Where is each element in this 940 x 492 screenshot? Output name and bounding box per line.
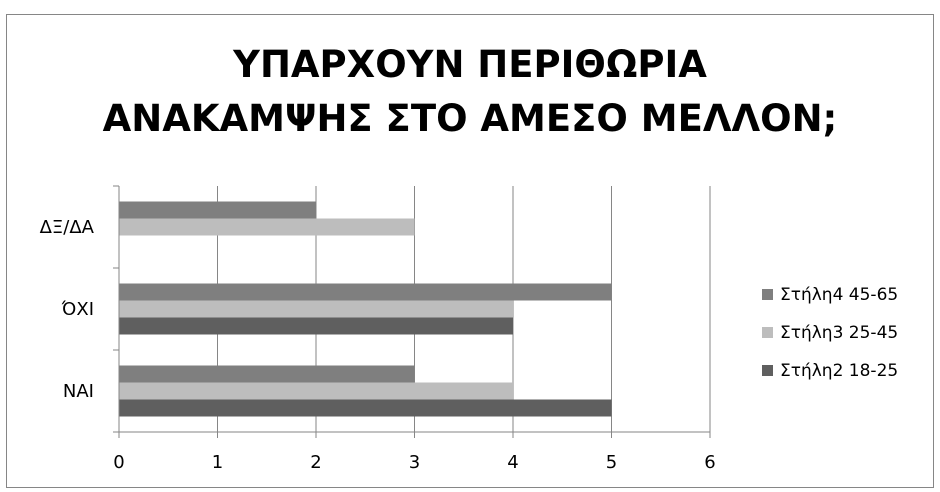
bar xyxy=(119,300,513,318)
x-tick-label: 1 xyxy=(212,452,223,473)
x-tick-label: 2 xyxy=(310,452,321,473)
bar xyxy=(119,365,415,383)
legend-swatch xyxy=(762,327,773,338)
bar xyxy=(119,382,513,400)
bar xyxy=(119,218,415,236)
y-tick-label: ΔΞ/ΔΑ xyxy=(40,217,95,238)
legend-swatch xyxy=(762,289,773,300)
x-tick-label: 6 xyxy=(704,452,715,473)
bar xyxy=(119,283,612,301)
bar xyxy=(119,201,316,219)
chart-title: ΥΠΑΡΧΟΥΝ ΠΕΡΙΘΩΡΙΑ ΑΝΑΚΑΜΨΗΣ ΣΤΟ ΑΜΕΣΟ Μ… xyxy=(102,43,838,140)
legend-label: Στήλη4 45-65 xyxy=(780,285,898,305)
y-tick-label: ΝΑΙ xyxy=(63,381,94,402)
x-tick-label: 5 xyxy=(606,452,617,473)
bar xyxy=(119,317,513,335)
legend-label: Στήλη3 25-45 xyxy=(780,323,898,343)
legend-swatch xyxy=(762,365,773,376)
bar xyxy=(119,399,612,417)
x-tick-label: 4 xyxy=(507,452,518,473)
x-tick-label: 3 xyxy=(409,452,420,473)
y-tick-label: ΌΧΙ xyxy=(61,299,94,320)
x-tick-label: 0 xyxy=(113,452,124,473)
legend-label: Στήλη2 18-25 xyxy=(780,361,898,381)
